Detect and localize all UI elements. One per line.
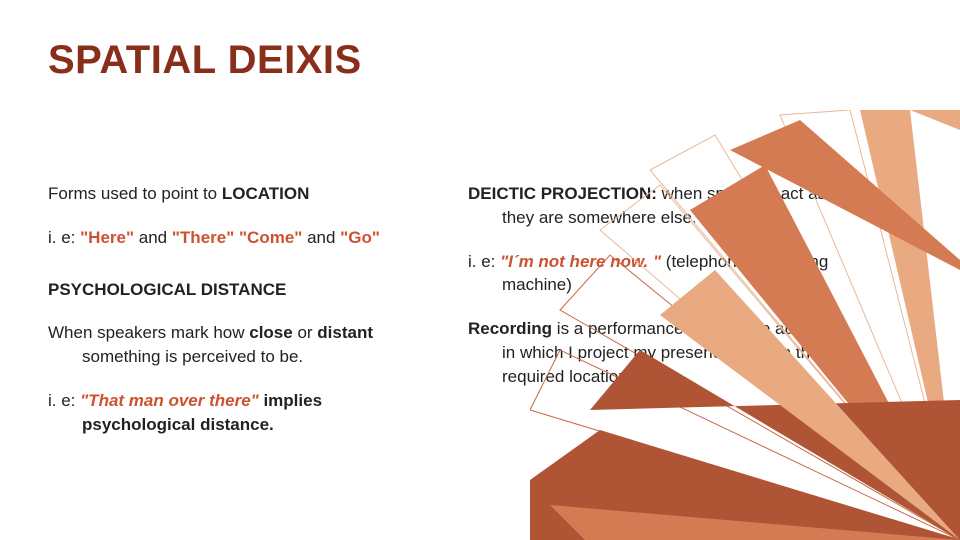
art-solid [860,110,960,540]
art-solid [530,430,960,540]
right-p2: i. e: "I´m not here now. " (telephone an… [468,250,858,298]
slide: SPATIAL DEIXIS Forms used to point to LO… [0,0,960,540]
text-bold: DEICTIC PROJECTION: [468,184,657,203]
text: When speakers mark how [48,323,249,342]
right-column: DEICTIC PROJECTION: when speakers act as… [468,182,858,409]
text: i. e: [48,228,80,247]
left-p5: i. e: "That man over there" implies psyc… [48,389,438,437]
text-bold: distant [317,323,373,342]
left-column: Forms used to point to LOCATION i. e: "H… [48,182,438,457]
text: and [134,228,172,247]
text-orange: "Go" [340,228,380,247]
art-solid [910,110,960,540]
text-bold: LOCATION [222,184,310,203]
text-orange-italic: "That man over there" [80,391,259,410]
text: or [293,323,318,342]
left-p2: i. e: "Here" and "There" "Come" and "Go" [48,226,438,250]
text: something is perceived to be. [82,347,303,366]
slide-title: SPATIAL DEIXIS [48,38,362,83]
left-p4: When speakers mark how close or distant … [48,321,438,369]
text: is a performance for a future audience i… [502,319,844,386]
right-p1: DEICTIC PROJECTION: when speakers act as… [468,182,858,230]
left-p3: PSYCHOLOGICAL DISTANCE [48,278,438,302]
text: and [302,228,340,247]
right-p3: Recording is a performance for a future … [468,317,858,388]
left-p1: Forms used to point to LOCATION [48,182,438,206]
text-bold: close [249,323,292,342]
text: i. e: [468,252,500,271]
text: i. e: [48,391,80,410]
text-orange-italic: "I´m not here now. " [500,252,661,271]
art-solid [550,505,960,540]
text-bold: Recording [468,319,552,338]
text-orange: "There" "Come" [172,228,303,247]
text: Forms used to point to [48,184,222,203]
text-orange: "Here" [80,228,134,247]
